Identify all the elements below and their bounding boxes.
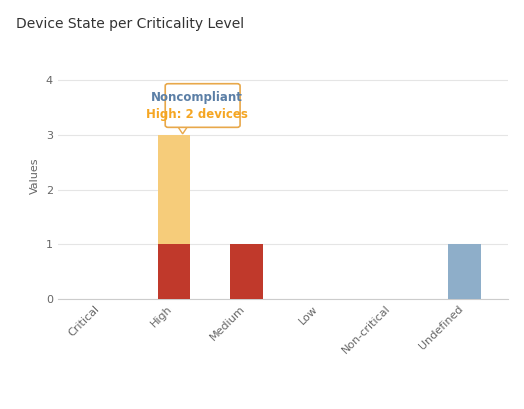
Y-axis label: Values: Values <box>30 157 40 194</box>
Bar <box>449 244 481 299</box>
Bar <box>230 244 263 299</box>
Bar <box>158 244 190 299</box>
Text: High: 2 devices: High: 2 devices <box>146 108 248 121</box>
Legend: Unknown, Noncompliant, Error: Unknown, Noncompliant, Error <box>157 408 409 409</box>
Polygon shape <box>177 122 189 125</box>
Text: Noncompliant: Noncompliant <box>151 91 243 104</box>
Bar <box>158 135 190 244</box>
Polygon shape <box>177 125 189 134</box>
Text: Device State per Criticality Level: Device State per Criticality Level <box>16 17 244 31</box>
FancyBboxPatch shape <box>165 84 240 127</box>
